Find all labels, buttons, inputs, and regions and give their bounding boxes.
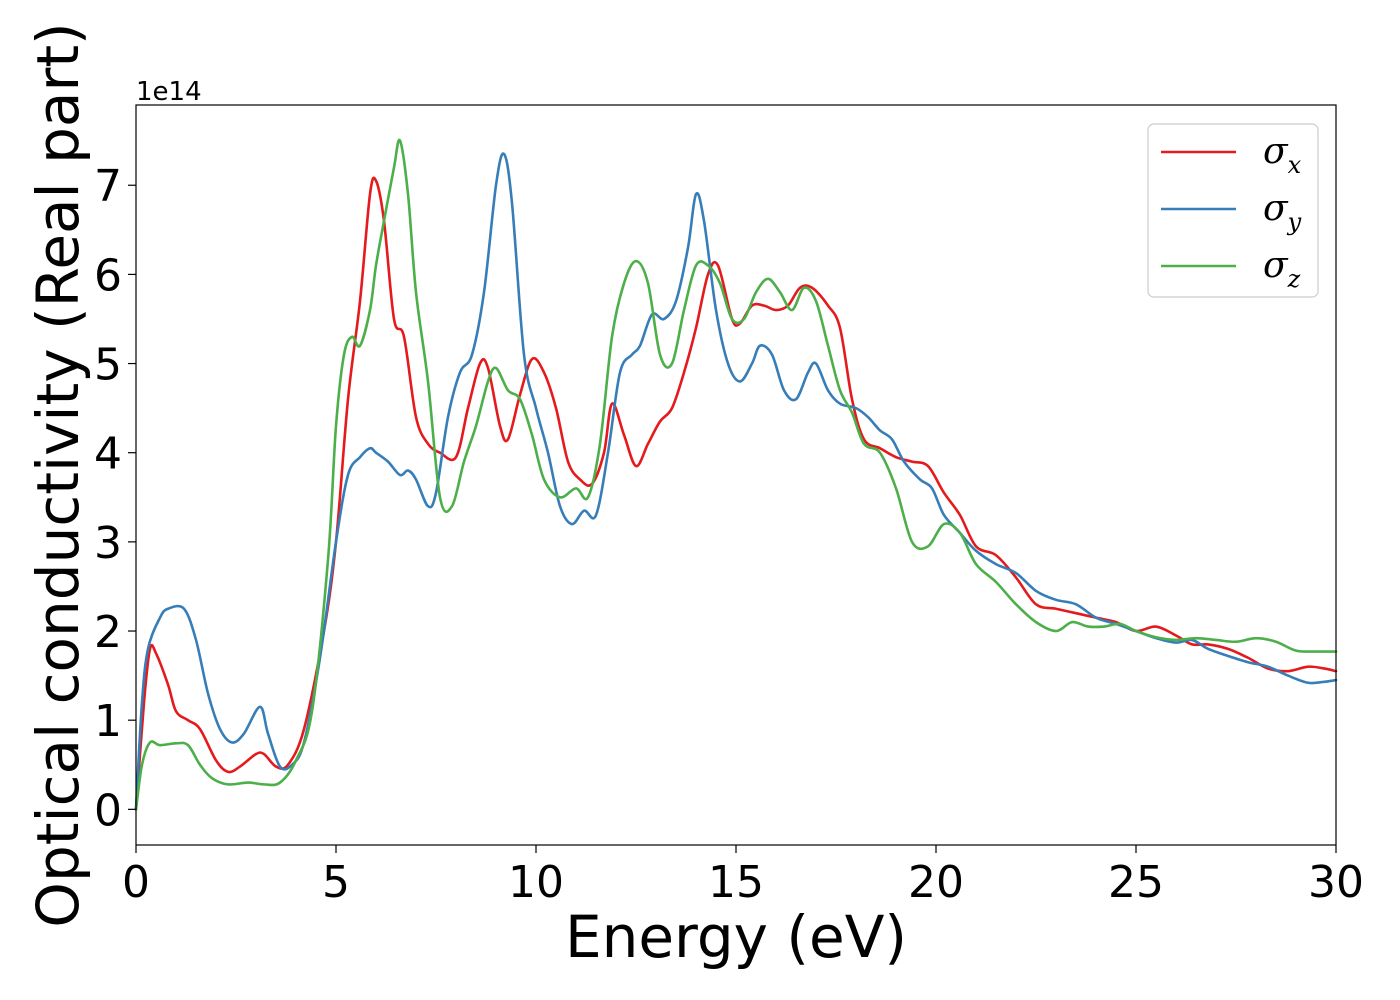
x-tick-label: 5 bbox=[322, 857, 350, 908]
x-tick-label: 15 bbox=[708, 857, 764, 908]
y-tick-label: 7 bbox=[94, 161, 122, 212]
x-tick-label: 20 bbox=[908, 857, 964, 908]
y-tick-label: 2 bbox=[94, 607, 122, 658]
y-axis-ticks: 0 1 2 3 4 5 6 7 bbox=[94, 161, 136, 836]
y-tick-label: 6 bbox=[94, 250, 122, 301]
x-axis-title: Energy (eV) bbox=[565, 903, 907, 971]
x-tick-label: 30 bbox=[1308, 857, 1364, 908]
y-tick-label: 4 bbox=[94, 429, 122, 480]
y-axis-title: Optical conductivity (Real part) bbox=[24, 22, 92, 927]
y-tick-label: 0 bbox=[94, 785, 122, 836]
series-line-x bbox=[134, 176, 1338, 811]
y-tick-label: 3 bbox=[94, 518, 122, 569]
series-line-y bbox=[134, 152, 1338, 811]
y-tick-label: 1 bbox=[94, 696, 122, 747]
x-tick-label: 0 bbox=[122, 857, 150, 908]
legend-box bbox=[1147, 123, 1319, 298]
x-axis-ticks: 0 5 10 15 20 25 30 bbox=[122, 845, 1364, 908]
y-tick-label: 5 bbox=[94, 340, 122, 391]
x-tick-label: 25 bbox=[1108, 857, 1164, 908]
x-tick-label: 10 bbox=[508, 857, 564, 908]
y-offset-label: 1e14 bbox=[136, 77, 202, 107]
series-line-z bbox=[134, 138, 1338, 811]
series-lines bbox=[134, 138, 1338, 811]
